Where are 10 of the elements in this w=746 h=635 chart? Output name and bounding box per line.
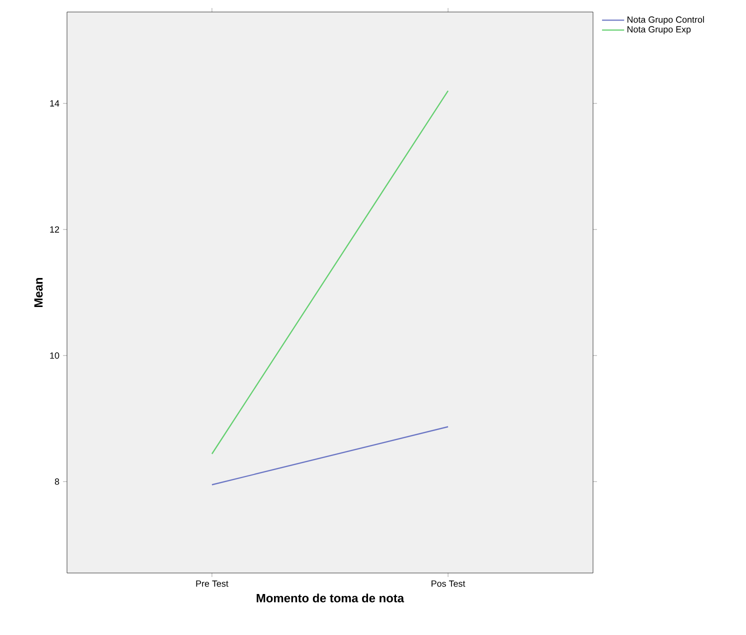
- y-tick-label: 14: [50, 100, 60, 106]
- x-tick-label: Pre Test: [196, 580, 228, 587]
- x-axis-title: Momento de toma de nota: [256, 594, 404, 602]
- legend-label: Nota Grupo Control: [627, 16, 704, 25]
- y-tick-label: 8: [54, 478, 60, 485]
- y-axis-title: Mean: [34, 278, 43, 307]
- y-tick-label: 12: [50, 226, 60, 233]
- x-tick-label: Pos Test: [432, 580, 466, 587]
- y-tick-label: 10: [50, 352, 60, 359]
- legend-label: Nota Grupo Exp: [627, 26, 691, 34]
